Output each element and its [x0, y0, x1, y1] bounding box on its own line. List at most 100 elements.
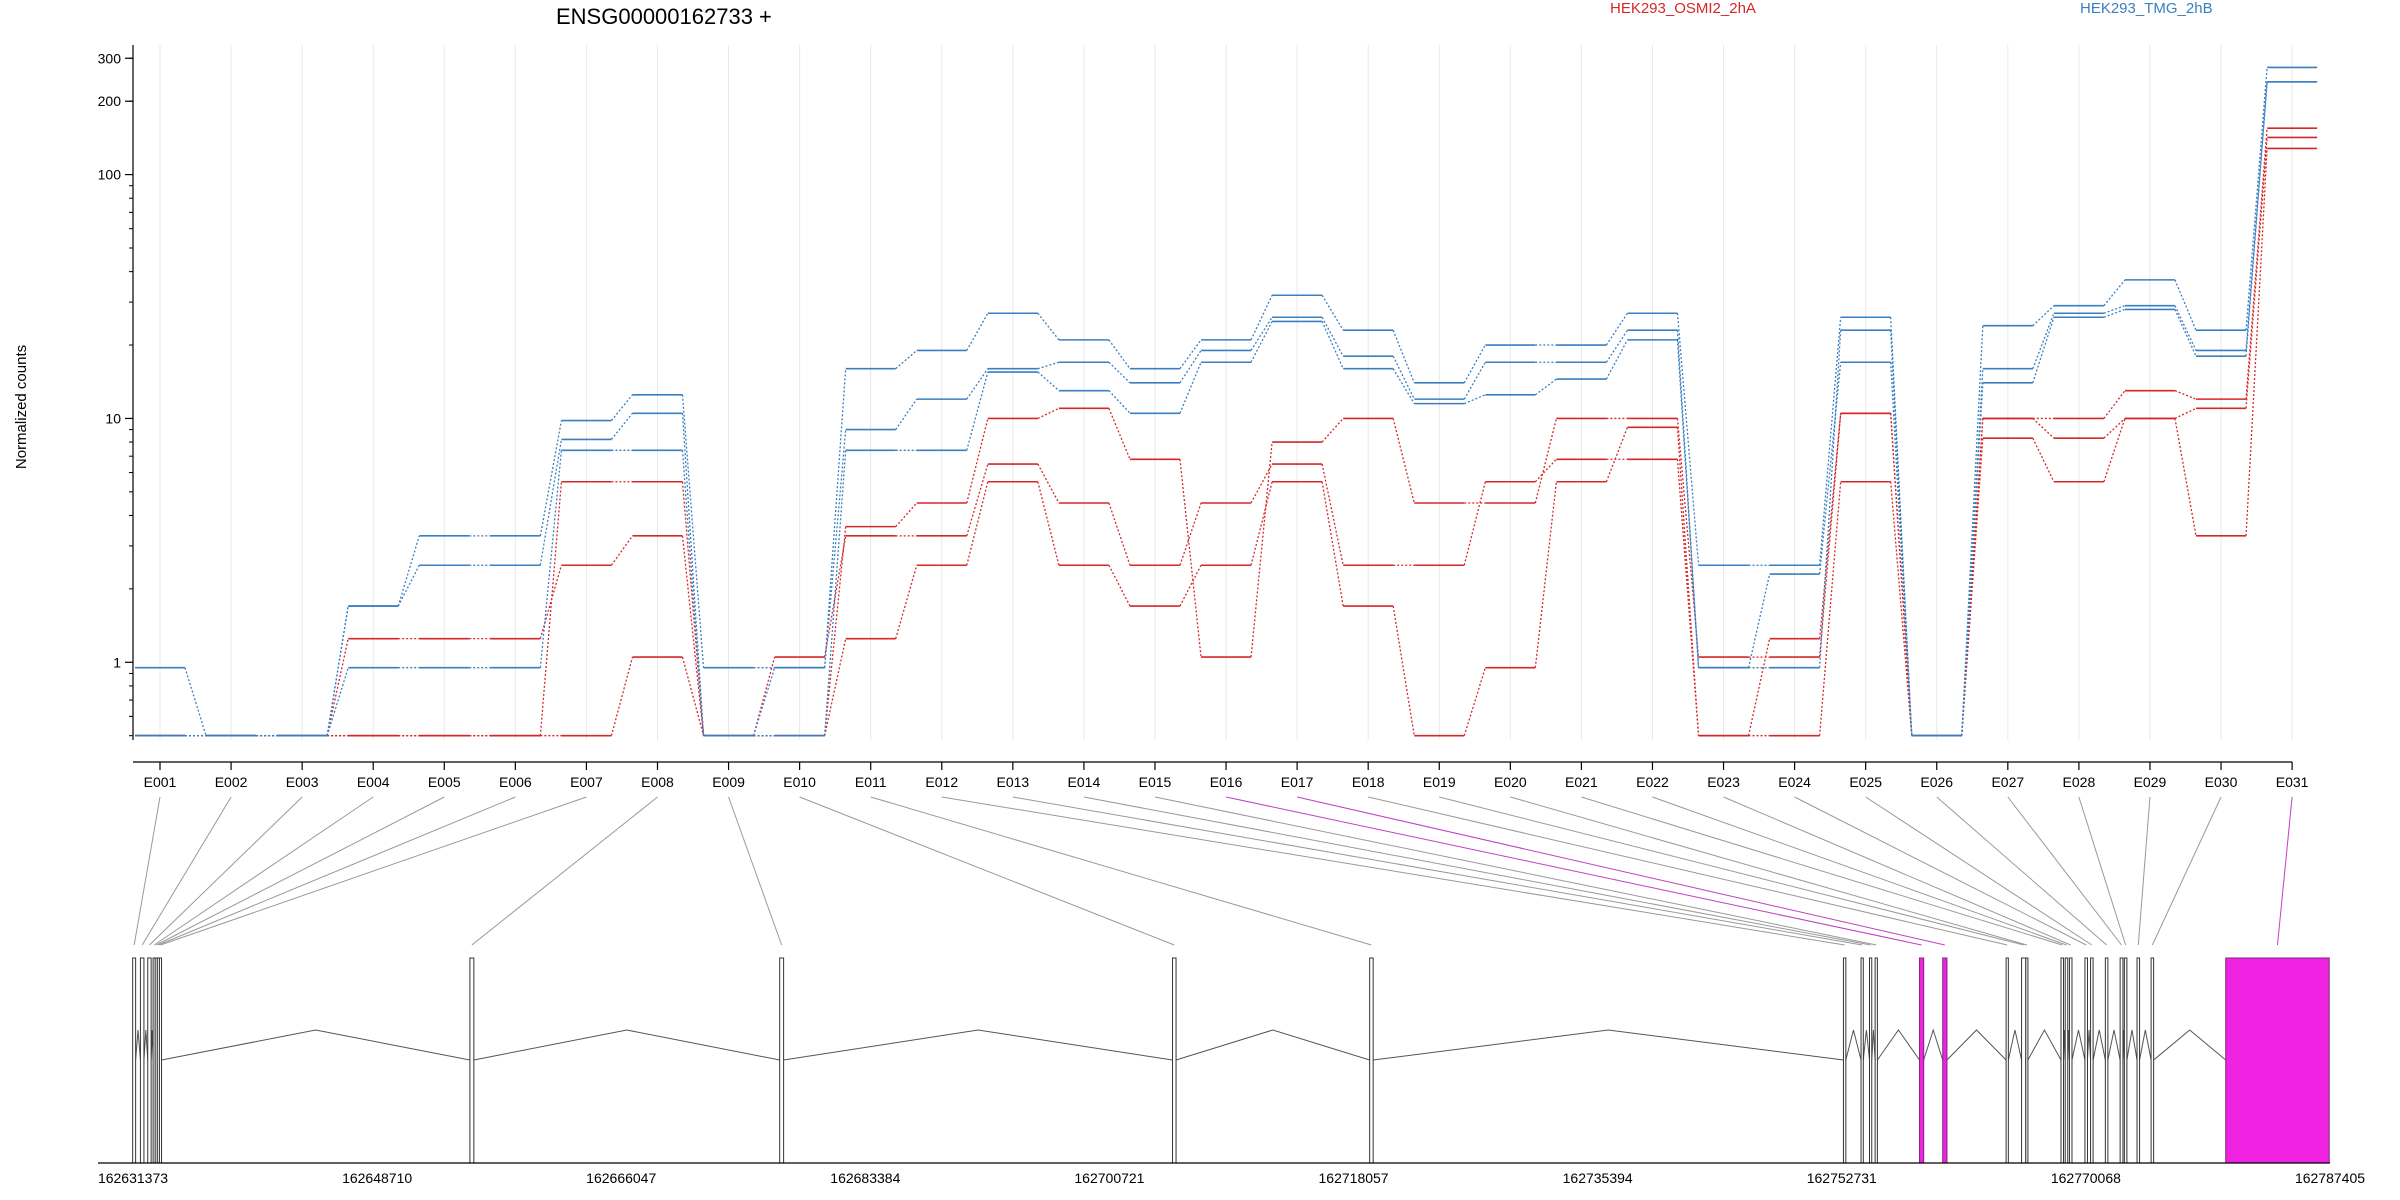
exon-tick-label: E030	[2205, 774, 2238, 790]
series-segment	[1534, 378, 1557, 396]
exon-block-e014	[1868, 957, 1873, 1164]
exon-tick-label: E011	[855, 774, 887, 790]
series-segment	[539, 439, 563, 566]
series-segment	[1179, 361, 1202, 414]
exon-connector	[1581, 796, 2063, 946]
series-segment	[1250, 463, 1273, 504]
exon-tick-label: E002	[215, 774, 248, 790]
series-segment	[1108, 390, 1131, 414]
exon-tick-label: E005	[428, 774, 461, 790]
intron	[2107, 1029, 2121, 1061]
series-segment	[1747, 638, 1771, 736]
series-segment	[681, 481, 705, 736]
exon-tick-label: E029	[2134, 774, 2167, 790]
exon-connector	[158, 796, 516, 946]
exon-tick-label: E028	[2063, 774, 2096, 790]
exon-block-e030	[2150, 957, 2155, 1164]
series-segment	[539, 565, 563, 639]
series-segment	[681, 656, 705, 736]
series-segment	[326, 638, 349, 736]
series-segment	[1961, 418, 1984, 736]
genomic-axis: 162631373 162648710 162666047 162683384 1627…	[98, 1162, 2365, 1186]
exon-connector	[1794, 796, 2087, 946]
genomic-tick-label: 162770068	[2051, 1170, 2121, 1186]
series-segment	[1818, 362, 1842, 575]
exon-block-e019	[2021, 957, 2027, 1164]
exon-connector	[149, 796, 303, 946]
intron	[1373, 1029, 1844, 1061]
series-segment	[1250, 321, 1273, 363]
exon-connector	[2276, 796, 2293, 946]
series-segment	[966, 312, 989, 351]
y-axis-label: Normalized counts	[13, 345, 30, 469]
exon-connector	[870, 796, 1372, 946]
series-segment	[2103, 305, 2126, 314]
exon-connector	[1083, 796, 1871, 946]
series-segment	[1037, 407, 1060, 420]
legend-entry-condition-a: HEK293_OSMI2_2hA	[1610, 0, 1756, 17]
series-segment	[1818, 317, 1842, 566]
genomic-tick-label: 162718057	[1319, 1170, 1389, 1186]
exon-block-e001	[132, 957, 137, 1164]
intron	[1946, 1029, 2007, 1061]
genomic-tick-label: 162700721	[1074, 1170, 1144, 1186]
exon-block-e023	[2068, 957, 2073, 1164]
series-segment	[1961, 382, 1984, 736]
exon-connector	[1154, 796, 1877, 946]
series-segment	[539, 481, 563, 736]
exon-block-e015	[1874, 957, 1878, 1164]
series-segment	[1321, 294, 1344, 331]
intron	[2027, 1028, 2062, 1061]
series-segment	[1463, 344, 1486, 384]
exon-block-e031	[2225, 957, 2330, 1164]
series-segment	[1037, 463, 1060, 504]
exon-connector	[471, 796, 658, 946]
series-segment	[2174, 305, 2197, 351]
exon-tick-label: E018	[1352, 774, 1385, 790]
intron	[2071, 1029, 2086, 1061]
exon-connector	[2151, 796, 2222, 946]
exon-tick-label: E004	[357, 774, 390, 790]
series-segment	[681, 394, 705, 668]
series-segment	[2174, 309, 2197, 357]
series-segment	[2103, 390, 2126, 419]
series-segment	[1676, 313, 1700, 566]
series-segment	[1818, 413, 1842, 658]
exon-tick-label: E022	[1636, 774, 1669, 790]
series-segment	[1818, 481, 1842, 736]
exon-block-e012	[1842, 957, 1847, 1164]
exon-connector	[1865, 796, 2093, 946]
exon-block-e016	[1918, 957, 1925, 1164]
exon-connector	[1936, 796, 2107, 946]
intron	[2153, 1029, 2227, 1061]
series-segment	[1108, 361, 1131, 384]
exon-tick-label: E026	[1920, 774, 1953, 790]
intron	[2086, 1029, 2092, 1061]
series-segment	[1037, 481, 1060, 566]
intron	[161, 1029, 470, 1061]
exon-tick-label: E016	[1210, 774, 1243, 790]
series-segment	[2032, 437, 2055, 483]
exon-connector	[141, 796, 232, 946]
exon-connector	[160, 796, 587, 946]
exon-tick-label: E017	[1281, 774, 1314, 790]
series-segment	[326, 605, 349, 736]
exon-block-e010	[1172, 957, 1177, 1164]
series-segment	[1392, 329, 1415, 384]
intron	[2007, 1029, 2023, 1061]
series-segment	[1534, 458, 1557, 483]
series-segment	[1747, 573, 1771, 668]
exon-connector	[156, 796, 445, 946]
series-segment	[1534, 481, 1558, 668]
exon-block-e025	[2090, 957, 2094, 1164]
exon-tick-label: E031	[2276, 774, 2309, 790]
series-segment	[1179, 502, 1202, 566]
exon-tick-label: E007	[570, 774, 603, 790]
exon-block-e018	[2005, 957, 2009, 1164]
exon-block-e021	[2060, 957, 2065, 1164]
exon-connector	[2078, 796, 2127, 946]
exon-block-e002	[139, 957, 145, 1164]
intron	[473, 1029, 780, 1061]
series-segment	[2245, 81, 2268, 351]
exon-tick-label: E027	[1991, 774, 2024, 790]
